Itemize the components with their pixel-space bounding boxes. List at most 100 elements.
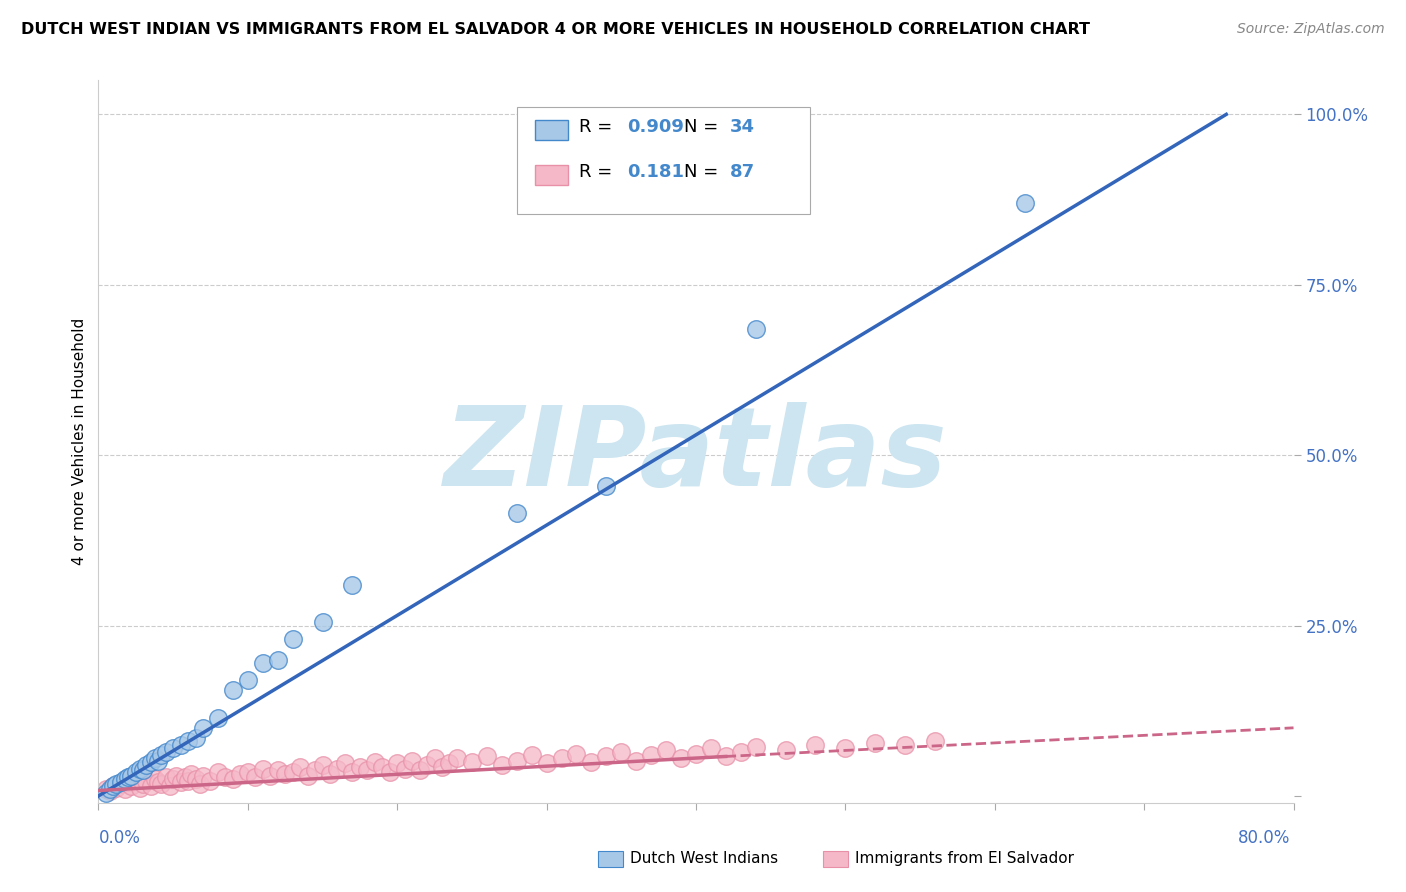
Point: [595, 479, 617, 493]
Point: [129, 762, 152, 776]
Point: [94, 786, 117, 800]
Point: [143, 772, 166, 786]
Point: [401, 754, 423, 768]
Point: [184, 772, 207, 786]
Point: [110, 777, 132, 791]
Point: [174, 770, 197, 784]
Point: [103, 779, 125, 793]
Point: [117, 770, 139, 784]
Point: [865, 736, 887, 750]
Point: [132, 763, 155, 777]
Point: [150, 777, 173, 791]
Point: [236, 765, 259, 780]
Point: [461, 755, 484, 769]
Text: 0.909: 0.909: [627, 119, 683, 136]
Point: [252, 762, 274, 776]
Point: [281, 632, 304, 647]
Point: [745, 739, 768, 754]
Point: [446, 751, 468, 765]
Point: [177, 734, 200, 748]
Point: [371, 760, 394, 774]
Point: [180, 767, 202, 781]
Point: [214, 770, 236, 784]
Point: [94, 782, 117, 797]
Text: 0.0%: 0.0%: [98, 829, 141, 847]
Point: [319, 767, 342, 781]
Point: [1014, 196, 1036, 211]
Point: [626, 754, 648, 768]
Point: [669, 751, 692, 765]
Point: [259, 768, 281, 782]
Point: [139, 755, 162, 769]
Point: [288, 760, 311, 774]
Point: [110, 775, 132, 789]
Text: DUTCH WEST INDIAN VS IMMIGRANTS FROM EL SALVADOR 4 OR MORE VEHICLES IN HOUSEHOLD: DUTCH WEST INDIAN VS IMMIGRANTS FROM EL …: [21, 22, 1090, 37]
Point: [924, 734, 946, 748]
Point: [252, 656, 274, 670]
Point: [356, 763, 378, 777]
Point: [714, 749, 737, 764]
Point: [143, 751, 166, 765]
Point: [105, 780, 128, 795]
Point: [184, 731, 207, 745]
Point: [423, 751, 446, 765]
Point: [148, 754, 170, 768]
Point: [475, 749, 498, 764]
Point: [394, 762, 416, 776]
Point: [125, 772, 148, 786]
Point: [378, 765, 401, 780]
Point: [98, 782, 122, 797]
Text: N =: N =: [685, 163, 724, 181]
Point: [125, 765, 148, 780]
Text: Source: ZipAtlas.com: Source: ZipAtlas.com: [1237, 22, 1385, 37]
Point: [207, 765, 229, 780]
Point: [103, 779, 125, 793]
Point: [326, 762, 349, 776]
Point: [311, 758, 333, 772]
Point: [200, 774, 222, 789]
Point: [408, 763, 430, 777]
Point: [135, 774, 157, 789]
Point: [342, 765, 364, 780]
Point: [139, 779, 162, 793]
Point: [191, 768, 214, 782]
Point: [595, 749, 617, 764]
Point: [169, 775, 191, 789]
Point: [430, 760, 453, 774]
Point: [536, 756, 558, 771]
Point: [506, 754, 529, 768]
Point: [281, 765, 304, 780]
Point: [304, 763, 326, 777]
Point: [333, 756, 356, 771]
Text: 80.0%: 80.0%: [1239, 829, 1291, 847]
Point: [98, 783, 122, 797]
Point: [207, 710, 229, 724]
Point: [114, 782, 136, 797]
Text: 87: 87: [730, 163, 755, 181]
Point: [491, 758, 513, 772]
Point: [155, 745, 177, 759]
Text: R =: R =: [579, 163, 617, 181]
Point: [245, 770, 267, 784]
Point: [685, 747, 707, 761]
Point: [274, 767, 297, 781]
Point: [120, 779, 142, 793]
Point: [132, 777, 155, 791]
Point: [745, 322, 768, 336]
Point: [775, 742, 797, 756]
Point: [222, 772, 245, 786]
Point: [610, 745, 633, 759]
Point: [581, 755, 603, 769]
Text: Dutch West Indians: Dutch West Indians: [630, 851, 778, 865]
Point: [655, 742, 678, 756]
Text: 0.181: 0.181: [627, 163, 683, 181]
Point: [150, 748, 173, 763]
Point: [349, 760, 371, 774]
Point: [162, 772, 184, 786]
Point: [416, 758, 439, 772]
Text: ZIPatlas: ZIPatlas: [444, 402, 948, 509]
Point: [148, 775, 170, 789]
Point: [267, 653, 290, 667]
Point: [120, 768, 142, 782]
Text: N =: N =: [685, 119, 724, 136]
